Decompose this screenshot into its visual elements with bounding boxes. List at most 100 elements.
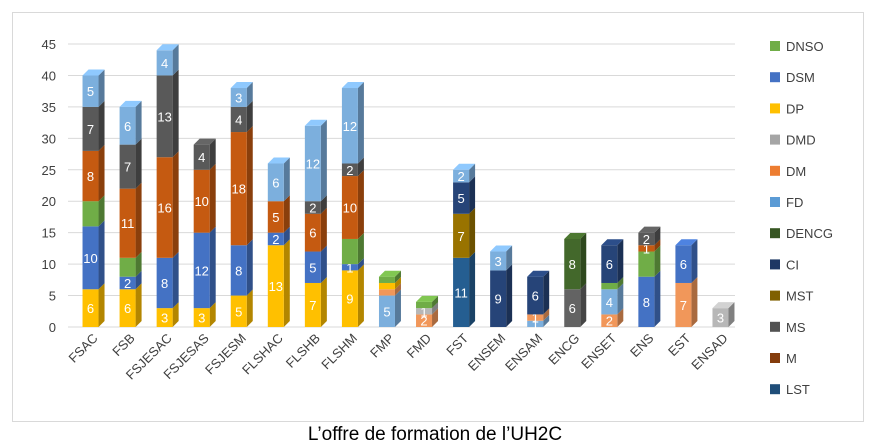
x-tick-label: ENSET xyxy=(578,330,619,371)
bar-segment-side xyxy=(617,308,624,327)
legend-swatch xyxy=(770,134,780,145)
bar-segment xyxy=(82,289,99,327)
bar-segment-side xyxy=(469,207,476,258)
bar-segment xyxy=(453,182,470,214)
data-label: 11 xyxy=(121,216,135,231)
bar-segment xyxy=(156,257,173,309)
data-label: 5 xyxy=(309,260,316,275)
bar-segment-side xyxy=(357,82,364,164)
bar-segment-side xyxy=(320,119,327,202)
bar-segment xyxy=(490,270,507,327)
bar-segment-side xyxy=(246,289,253,327)
data-label: 13 xyxy=(157,109,171,124)
bar-segment-side xyxy=(246,126,253,246)
bar-segment-side xyxy=(320,245,327,283)
bar-segment-side xyxy=(543,308,550,321)
data-label: 2 xyxy=(643,232,650,247)
bar-stack-fsb: 6 2 11 7 6 xyxy=(119,100,142,327)
data-label: 16 xyxy=(157,201,171,216)
legend-label: DSM xyxy=(786,70,815,85)
bar-segment xyxy=(119,106,136,145)
data-label: 6 xyxy=(272,175,279,190)
legend-swatch xyxy=(770,353,780,363)
bar-segment xyxy=(341,264,358,271)
bar-segment-side xyxy=(394,289,401,327)
bar-segment xyxy=(638,251,655,277)
bar-segment xyxy=(304,125,321,202)
chart-title: L’offre de formation de l’UH2C xyxy=(307,424,563,445)
bar-top-face xyxy=(712,302,735,309)
x-tick-label: FST xyxy=(443,330,471,358)
bar-segment-side xyxy=(432,308,439,327)
bar-segment xyxy=(638,276,655,327)
bar-stack-enset: 2 4 6 xyxy=(601,239,624,329)
bar-segment xyxy=(453,213,470,258)
bar-segment-side xyxy=(172,302,179,327)
data-label: 8 xyxy=(161,276,168,291)
bar-segment-side xyxy=(98,100,105,151)
bar-segment-side xyxy=(617,283,624,315)
data-label: 1 xyxy=(532,311,539,326)
x-tick-label: FLSHM xyxy=(318,331,360,373)
x-tick-label: FMD xyxy=(404,331,435,362)
data-label: 13 xyxy=(269,279,283,294)
bar-stack-ensem: 93 xyxy=(490,245,513,327)
data-label: 4 xyxy=(198,150,205,165)
data-label: 6 xyxy=(124,301,131,316)
bar-segment xyxy=(304,282,321,327)
bar-segment-side xyxy=(98,144,105,202)
data-label: 3 xyxy=(198,311,205,326)
bar-segment-side xyxy=(580,232,587,290)
data-label: 8 xyxy=(643,295,650,310)
bar-segment-side xyxy=(98,195,105,227)
bar-top-face xyxy=(675,239,698,246)
data-label: 1 xyxy=(643,241,650,256)
bar-top-face xyxy=(601,239,624,246)
legend-label: MST xyxy=(786,289,814,304)
legend-label: MS xyxy=(786,320,806,335)
bar-segment-side xyxy=(469,251,476,327)
bar-segment-side xyxy=(617,239,624,283)
data-label: 8 xyxy=(87,169,94,184)
bar-stack-fsjesm: 5 8 18 4 3 xyxy=(230,82,253,327)
data-label: 2 xyxy=(606,314,613,329)
y-tick-label: 40 xyxy=(42,68,56,83)
bar-segment-side xyxy=(283,157,290,202)
data-label: 12 xyxy=(343,119,357,134)
bar-segment xyxy=(119,144,136,189)
bar-segment-side xyxy=(654,245,661,277)
bar-stack-ensad: 3 xyxy=(712,302,735,327)
data-label: 7 xyxy=(680,298,687,313)
data-label: 5 xyxy=(235,304,242,319)
data-label: 7 xyxy=(87,122,94,137)
data-label: 7 xyxy=(457,229,464,244)
legend-label: DNSO xyxy=(786,39,824,54)
bar-segment xyxy=(193,169,210,233)
legend-swatch xyxy=(770,197,780,207)
bar-segment xyxy=(193,232,210,309)
y-tick-label: 35 xyxy=(42,100,56,115)
bar-segment xyxy=(675,245,692,283)
bar-segment xyxy=(341,270,358,327)
bar-segment-side xyxy=(98,69,105,107)
bar-segment xyxy=(193,308,210,327)
legend: DNSO DSM DP DMD DM FD DENCG CI MST MS M LST xyxy=(770,39,833,397)
bar-top-face xyxy=(156,44,179,51)
bar-segment xyxy=(378,289,395,296)
bar-segment-side xyxy=(209,163,216,233)
bar-stack-fsac: 6 10 8 7 5 xyxy=(82,69,105,327)
bar-segment xyxy=(527,314,544,321)
bar-segment-side xyxy=(394,276,401,290)
bar-segment xyxy=(230,132,247,246)
bar-stack-fmd: 21 xyxy=(416,295,439,329)
data-label: 5 xyxy=(87,84,94,99)
y-tick-label: 20 xyxy=(42,194,56,209)
bar-segment xyxy=(675,282,692,327)
y-tick-label: 5 xyxy=(49,289,56,304)
bar-segment-side xyxy=(654,270,661,327)
bar-top-face xyxy=(341,82,364,89)
bar-stack-ensam: 11 6 xyxy=(527,270,550,332)
data-label: 7 xyxy=(309,298,316,313)
bar-segment xyxy=(82,201,99,227)
